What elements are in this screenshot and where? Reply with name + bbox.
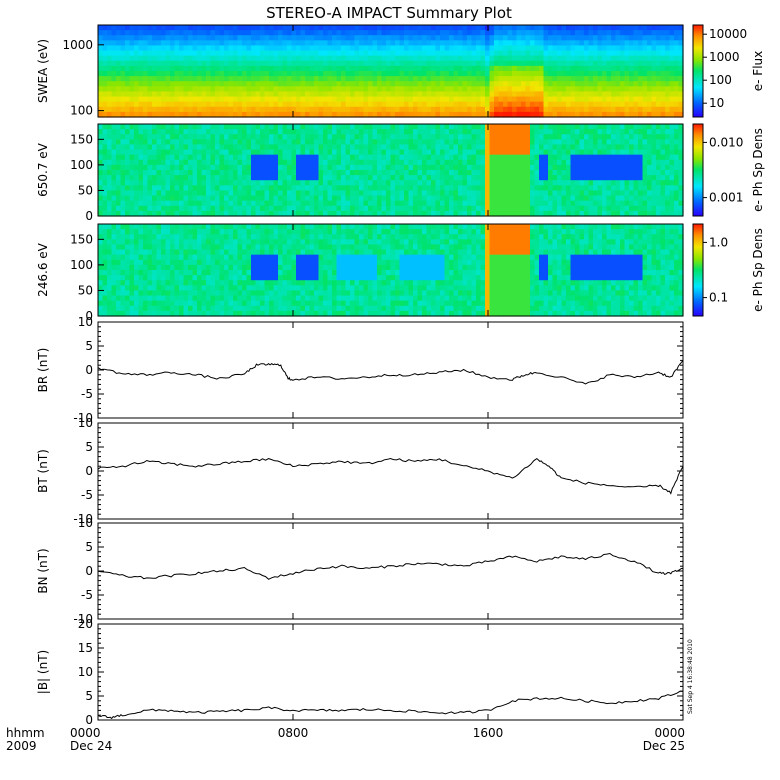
colorbar-tick-label: 1000 xyxy=(709,50,740,64)
y-axis-label: BN (nT) xyxy=(36,548,50,593)
ytick-label: 10 xyxy=(78,315,93,329)
colorbar-label: e- Flux xyxy=(751,51,765,91)
panel-frame-2 xyxy=(97,223,684,317)
ytick-label: 0 xyxy=(85,713,93,727)
ytick-label: 0 xyxy=(85,564,93,578)
ytick-label: 5 xyxy=(85,689,93,703)
ytick-label: 100 xyxy=(70,158,93,172)
panel-frame-6 xyxy=(97,623,684,721)
timestamp: Sat Sep 4 16:38:48 2010 xyxy=(687,639,694,714)
y-axis-label: 650.7 eV xyxy=(36,142,50,197)
y-axis-label: 246.6 eV xyxy=(36,242,50,297)
ytick-label: 150 xyxy=(70,132,93,146)
ytick-label: 5 xyxy=(85,339,93,353)
panel-frame-1 xyxy=(97,123,684,217)
ytick-label: -10 xyxy=(73,512,93,526)
colorbar-label: e- Ph Sp Dens xyxy=(751,228,765,312)
xtick-label: 1600 xyxy=(473,726,504,740)
colorbar-tick-label: 0.001 xyxy=(709,191,743,205)
x-year: 2009 xyxy=(6,739,37,753)
heatmap-1 xyxy=(98,124,684,217)
panel-frame-5 xyxy=(97,522,684,620)
colorbar-tick-label: 100 xyxy=(709,73,732,87)
ytick-label: 15 xyxy=(78,641,93,655)
xtick-date: Dec 24 xyxy=(70,739,112,753)
ytick-label: 1000 xyxy=(62,38,93,52)
ytick-label: 20 xyxy=(78,617,93,631)
ytick-label: 10 xyxy=(78,416,93,430)
ytick-label: -5 xyxy=(81,488,93,502)
plot-title: STEREO-A IMPACT Summary Plot xyxy=(266,4,512,22)
ytick-label: -10 xyxy=(73,411,93,425)
xtick-label: 0000 xyxy=(70,726,101,740)
colorbar-0 xyxy=(692,24,704,118)
ytick-label: 50 xyxy=(78,283,93,297)
y-axis-label: BR (nT) xyxy=(36,348,50,393)
ytick-label: -10 xyxy=(73,612,93,626)
colorbar-tick-label: 10000 xyxy=(709,27,747,41)
panel-frame-0 xyxy=(97,24,684,118)
colorbar-2 xyxy=(692,223,704,317)
y-axis-label: |B| (nT) xyxy=(36,650,50,694)
series-line-5 xyxy=(97,552,684,580)
ytick-label: 0 xyxy=(85,309,93,323)
ytick-label: 0 xyxy=(85,209,93,223)
x-row-header: hhmm xyxy=(6,726,45,740)
heatmap-0 xyxy=(98,25,684,118)
series-line-3 xyxy=(97,360,684,385)
colorbar-label: e- Ph Sp Dens xyxy=(751,128,765,212)
ytick-label: -5 xyxy=(81,588,93,602)
colorbar-tick-label: 1.0 xyxy=(709,235,728,249)
colorbar-tick-label: 10 xyxy=(709,96,724,110)
panel-frame-4 xyxy=(97,422,684,520)
y-axis-label: BT (nT) xyxy=(36,449,50,493)
series-line-6 xyxy=(97,690,684,720)
xtick-date: Dec 25 xyxy=(643,739,685,753)
ytick-label: 150 xyxy=(70,232,93,246)
ytick-label: 50 xyxy=(78,183,93,197)
colorbar-tick-label: 0.010 xyxy=(709,135,743,149)
colorbar-tick-label: 0.1 xyxy=(709,291,728,305)
heatmap-2 xyxy=(98,224,684,317)
ytick-label: 5 xyxy=(85,540,93,554)
colorbar-1 xyxy=(692,123,704,217)
series-line-4 xyxy=(97,457,684,495)
y-axis-label: SWEA (eV) xyxy=(36,39,50,103)
ytick-label: 0 xyxy=(85,363,93,377)
panel-frame-3 xyxy=(97,321,684,419)
ytick-label: 10 xyxy=(78,516,93,530)
ytick-label: 5 xyxy=(85,440,93,454)
ytick-label: 100 xyxy=(70,258,93,272)
xtick-label: 0000 xyxy=(654,726,685,740)
ytick-label: -5 xyxy=(81,387,93,401)
ytick-label: 100 xyxy=(70,104,93,118)
ytick-label: 0 xyxy=(85,464,93,478)
ytick-label: 10 xyxy=(78,665,93,679)
xtick-label: 0800 xyxy=(278,726,309,740)
